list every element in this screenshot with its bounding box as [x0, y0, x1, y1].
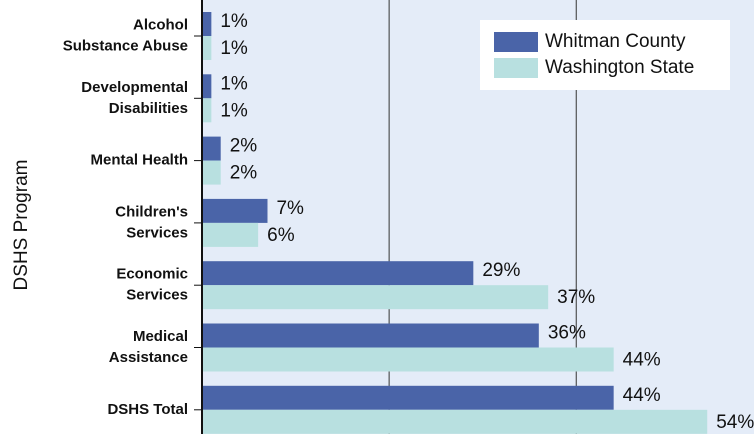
value-label: 2% [230, 136, 258, 157]
value-label: 2% [230, 163, 258, 184]
value-label: 44% [623, 350, 661, 371]
bar [202, 285, 549, 310]
category-label: Children's Services [115, 203, 188, 241]
value-label: 29% [482, 260, 520, 281]
bar [202, 198, 268, 223]
category-line: Services [126, 224, 188, 241]
legend-box [480, 20, 730, 90]
legend-swatch [494, 58, 538, 78]
category-line: Economic [116, 266, 188, 283]
bar [202, 409, 708, 434]
category-line: Medical [133, 328, 188, 345]
bar [202, 12, 212, 36]
legend-label: Whitman County [545, 31, 686, 52]
category-line: Children's [115, 203, 188, 220]
category-line: Alcohol [133, 16, 188, 33]
value-label: 36% [548, 323, 586, 344]
bar [202, 222, 259, 247]
bar [202, 36, 212, 60]
value-label: 1% [220, 38, 248, 59]
category-line: Services [126, 287, 188, 304]
value-label: 44% [623, 385, 661, 406]
bar [202, 98, 212, 123]
bar [202, 160, 221, 185]
legend-swatch [494, 32, 538, 52]
category-line: Disabilities [109, 100, 188, 117]
category-label: Mental Health [90, 152, 188, 169]
bar [202, 385, 614, 410]
bar [202, 323, 539, 348]
category-label: Economic Services [116, 266, 188, 304]
value-label: 7% [276, 198, 304, 219]
value-label: 1% [220, 73, 248, 94]
category-label: Medical Assistance [109, 328, 188, 366]
y-axis-label: DSHS Program [11, 160, 32, 291]
bar [202, 136, 221, 161]
category-line: DSHS Total [107, 401, 188, 418]
category-label: Developmental Disabilities [81, 79, 188, 117]
category-line: Substance Abuse [63, 37, 188, 54]
category-line: Mental Health [90, 152, 188, 169]
legend-label: Washington State [545, 57, 694, 78]
category-line: Developmental [81, 79, 188, 96]
category-label: DSHS Total [107, 401, 188, 418]
value-label: 37% [557, 287, 595, 308]
bar [202, 74, 212, 99]
category-line: Assistance [109, 349, 188, 366]
bar [202, 261, 474, 286]
category-label: Alcohol Substance Abuse [63, 16, 188, 54]
bar [202, 347, 614, 372]
value-label: 1% [220, 11, 248, 32]
value-label: 1% [220, 100, 248, 121]
value-label: 54% [716, 412, 754, 433]
value-label: 6% [267, 225, 295, 246]
